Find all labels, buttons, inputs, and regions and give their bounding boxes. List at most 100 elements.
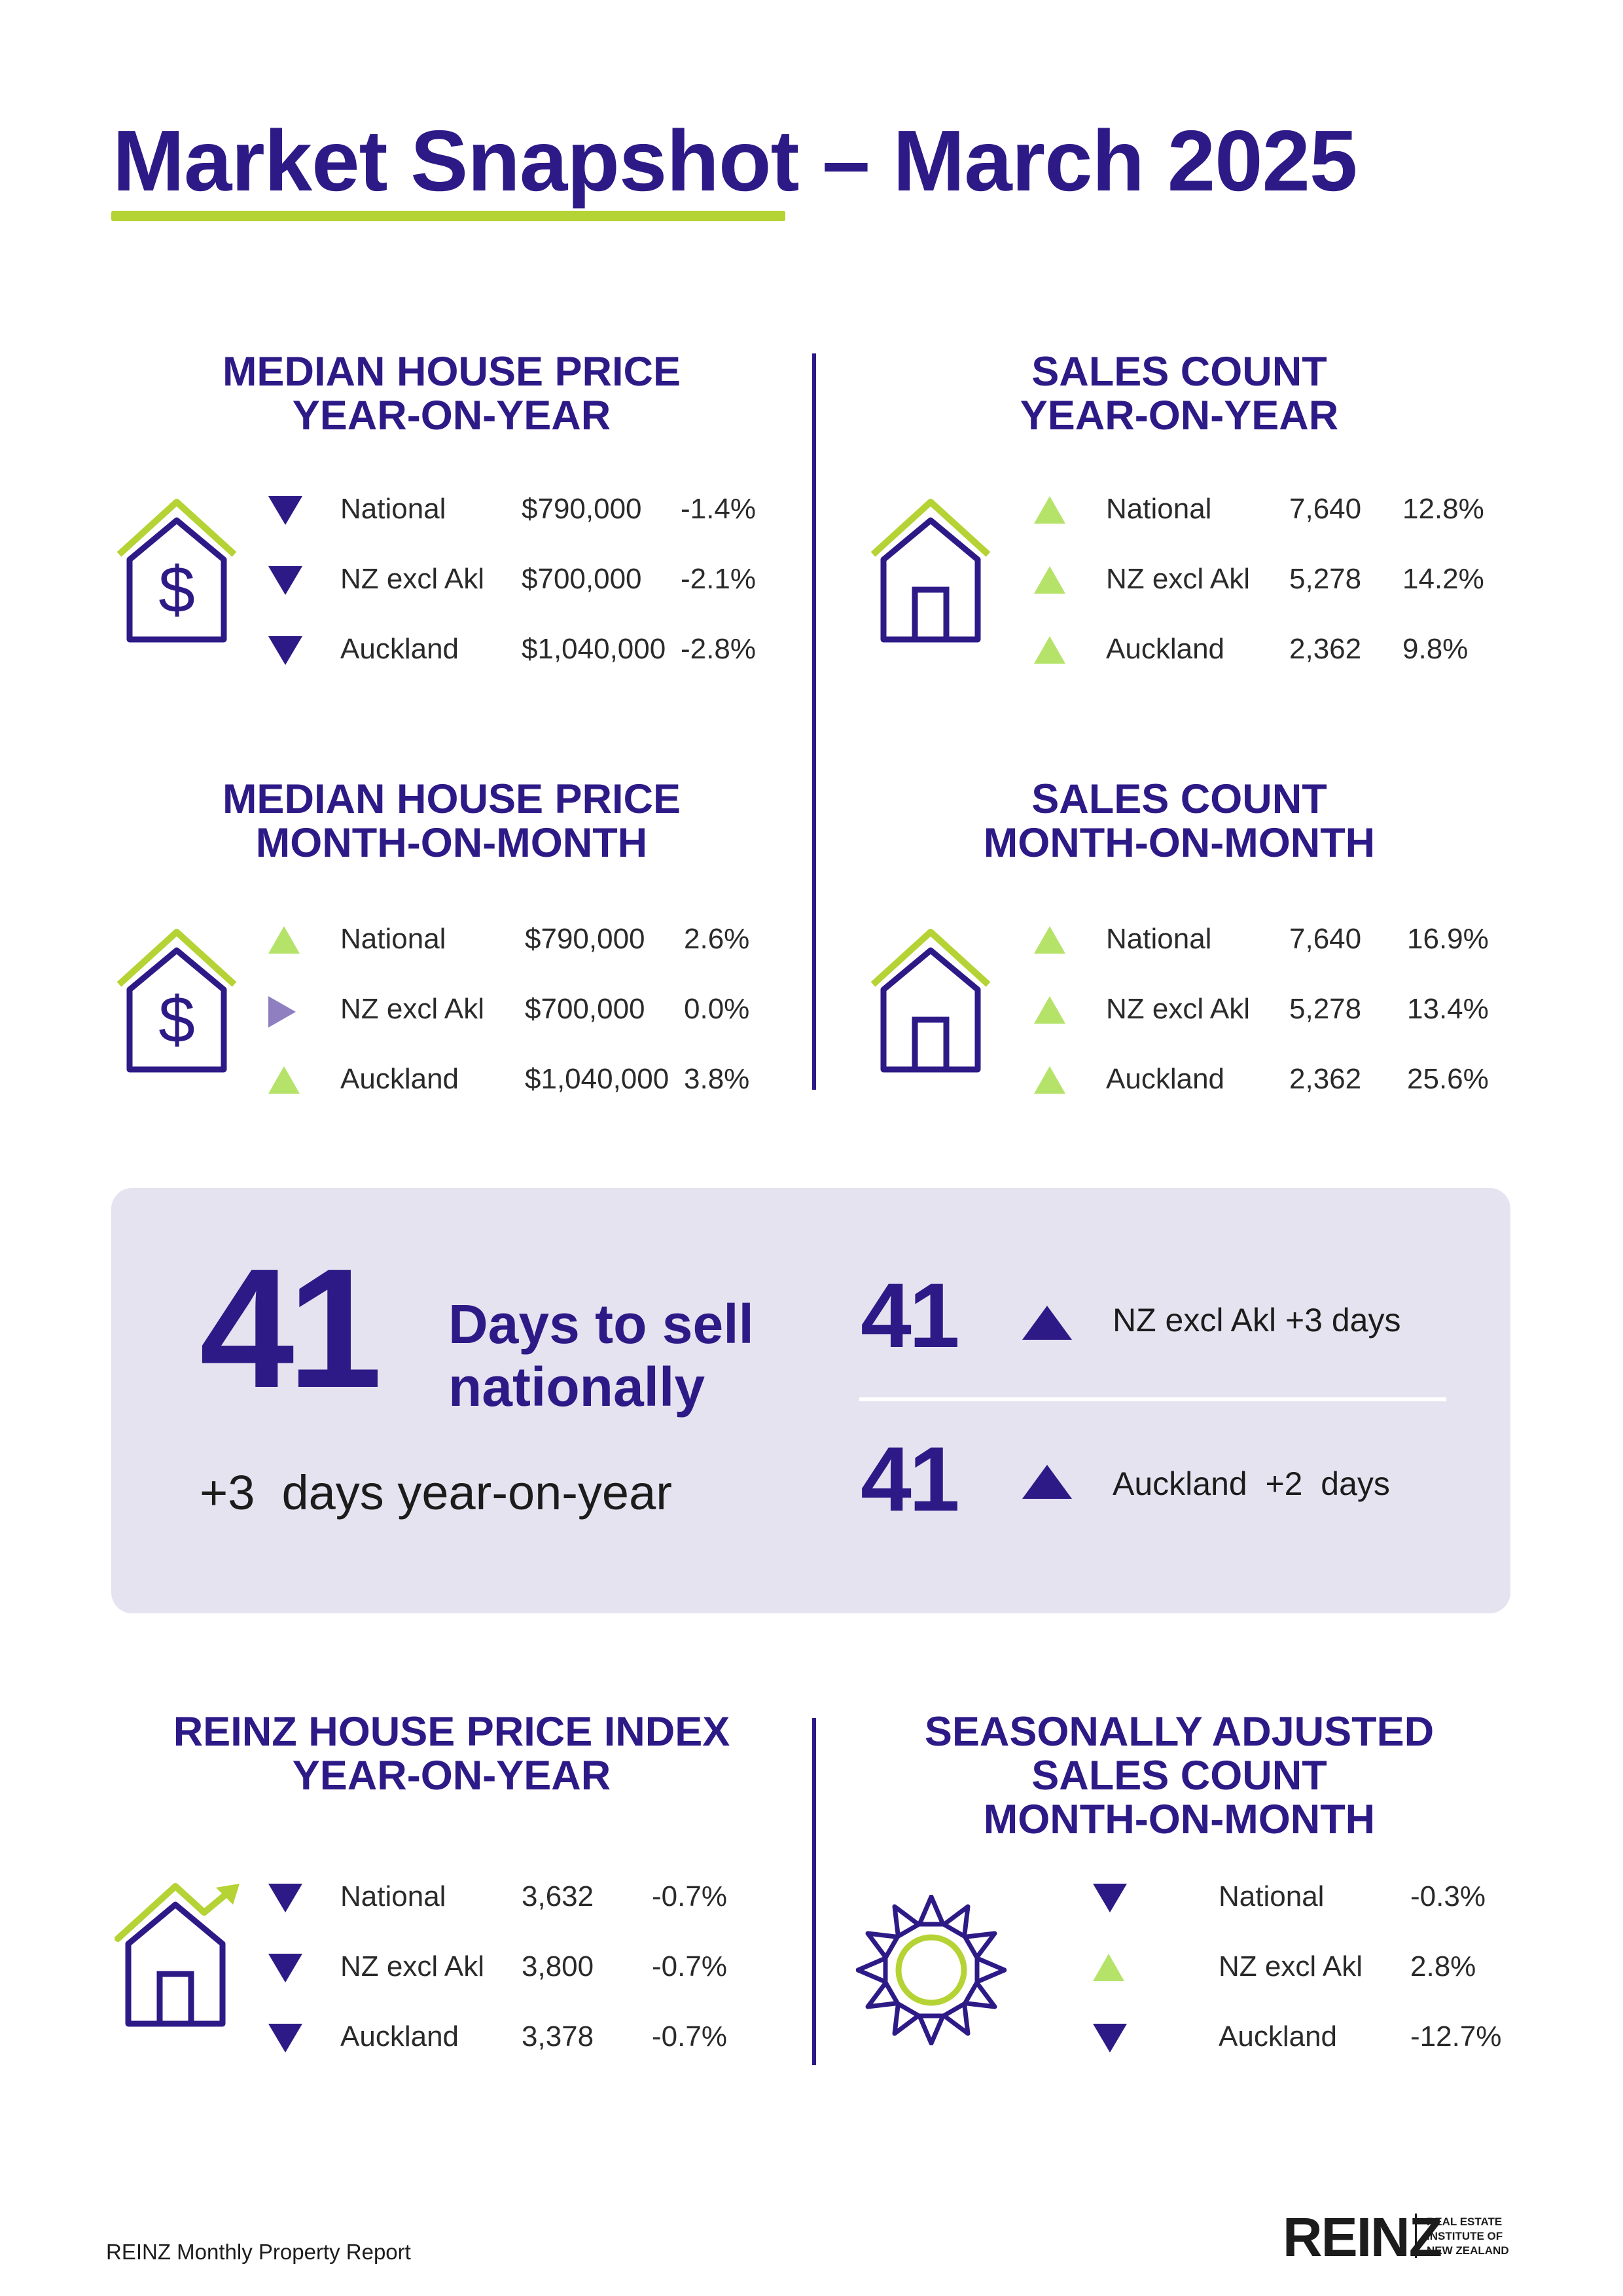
section-heading-price-yoy: MEDIAN HOUSE PRICE YEAR-ON-YEAR: [157, 350, 746, 438]
section-heading-hpi-yoy: REINZ HOUSE PRICE INDEX YEAR-ON-YEAR: [157, 1710, 746, 1798]
logo-subtitle-line: INSTITUTE OF: [1427, 2230, 1503, 2242]
stat-row: Auckland $1,040,000 3.8%: [0, 1060, 1623, 1099]
heading-line: YEAR-ON-YEAR: [292, 393, 611, 439]
change-text: 14.2%: [1402, 563, 1484, 595]
sun-ray: [856, 1956, 888, 1984]
value-text: 3,800: [522, 1950, 594, 1982]
change-text: -0.3%: [1410, 1880, 1486, 1912]
triangle-down-icon: [268, 1954, 302, 1982]
triangle-down-icon: [268, 636, 302, 665]
triangle-up-icon: [1034, 1066, 1065, 1094]
sun-icon: [856, 1895, 1007, 2045]
heading-line: MONTH-ON-MONTH: [983, 1797, 1376, 1842]
region-days-number: 41: [861, 1264, 960, 1367]
heading-line: SALES COUNT: [1031, 1753, 1327, 1799]
triangle-up-icon: [1022, 1465, 1072, 1499]
region-label: NZ excl Akl: [1106, 563, 1251, 595]
region-label: Auckland: [1219, 2020, 1338, 2053]
heading-line: MONTH-ON-MONTH: [255, 820, 648, 866]
region-label: Auckland: [1106, 1063, 1225, 1095]
heading-line: REINZ HOUSE PRICE INDEX: [173, 1709, 730, 1755]
change-text: -0.7%: [652, 1880, 727, 1912]
stat-row: National 7,640 16.9%: [0, 920, 1623, 959]
sun-ray: [917, 1895, 946, 1927]
triangle-down-icon: [268, 566, 302, 595]
region-days-label: Auckland +2 days: [1113, 1465, 1390, 1502]
stat-row: National 7,640 12.8%: [0, 490, 1623, 529]
heading-line: SALES COUNT: [1031, 776, 1327, 822]
change-text: 9.8%: [1402, 633, 1469, 665]
heading-line: MONTH-ON-MONTH: [983, 820, 1376, 866]
heading-line: YEAR-ON-YEAR: [292, 1753, 611, 1799]
region-label: National: [1106, 923, 1212, 955]
region-label: NZ excl Akl: [1219, 1950, 1363, 1982]
change-text: -1.4%: [681, 493, 756, 525]
region-label: Auckland: [340, 633, 459, 665]
value-text: $790,000: [525, 923, 645, 955]
region-label: National: [340, 1880, 446, 1912]
yoy-days-change: +3 days year-on-year: [200, 1465, 672, 1520]
stat-row: Auckland $1,040,000 -2.8%: [0, 630, 1623, 669]
report-name: REINZ Monthly Property Report: [106, 2240, 411, 2264]
triangle-down-icon: [268, 2024, 302, 2053]
change-text: -12.7%: [1410, 2020, 1502, 2053]
stat-row: National 3,632 -0.7%: [0, 1877, 1623, 1916]
section-heading-price-mom: MEDIAN HOUSE PRICE MONTH-ON-MONTH: [157, 778, 746, 865]
stat-row: Auckland 2,362 25.6%: [0, 1060, 1623, 1099]
value-text: 5,278: [1289, 563, 1362, 595]
triangle-up-icon: [1034, 996, 1065, 1024]
stat-row: Auckland 2,362 9.8%: [0, 630, 1623, 669]
heading-line: MEDIAN HOUSE PRICE: [222, 349, 681, 395]
value-text: $1,040,000: [525, 1063, 669, 1095]
triangle-up-icon: [1034, 636, 1065, 664]
heading-line: MEDIAN HOUSE PRICE: [222, 776, 681, 822]
triangle-up-icon: [1022, 1306, 1072, 1340]
svg-text:$: $: [158, 553, 195, 626]
days-to-sell-label: Days to sell nationally: [448, 1293, 754, 1418]
value-text: $700,000: [525, 993, 645, 1025]
logo-subtitle-line: REAL ESTATE: [1427, 2215, 1503, 2228]
triangle-up-icon: [268, 926, 300, 954]
value-text: $790,000: [522, 493, 642, 525]
house-dollar-icon: $: [116, 499, 237, 643]
value-text: 2,362: [1289, 633, 1362, 665]
sun-ray: [865, 1980, 900, 2009]
logo-divider: [1415, 2214, 1417, 2258]
logo-subtitle-line: NEW ZEALAND: [1427, 2244, 1509, 2257]
heading-line: YEAR-ON-YEAR: [1020, 393, 1339, 439]
triangle-up-icon: [1093, 1954, 1124, 1981]
house-icon: [870, 929, 991, 1073]
region-label: Auckland: [340, 2020, 459, 2053]
region-label: National: [1106, 493, 1212, 525]
triangle-down-icon: [268, 496, 302, 525]
region-label: NZ excl Akl: [340, 1950, 485, 1982]
change-text: 3.8%: [684, 1063, 750, 1095]
change-text: 25.6%: [1407, 1063, 1489, 1095]
title-underline: [111, 211, 785, 221]
change-text: 16.9%: [1407, 923, 1489, 955]
section-heading-seasonal-mom: SEASONALLY ADJUSTED SALES COUNT MONTH-ON…: [885, 1710, 1474, 1842]
house-icon: [870, 499, 991, 643]
section-heading-sales-mom: SALES COUNT MONTH-ON-MONTH: [885, 778, 1474, 865]
sun-ray: [963, 1931, 997, 1960]
value-text: 7,640: [1289, 493, 1362, 525]
stat-row: National $790,000 -1.4%: [0, 490, 1623, 529]
value-text: 3,378: [522, 2020, 594, 2053]
region-label: NZ excl Akl: [340, 563, 485, 595]
sun-ray: [892, 2001, 921, 2036]
triangle-down-icon: [1093, 2024, 1127, 2053]
sun-ray: [941, 2001, 971, 2036]
triangle-right-icon: [268, 996, 296, 1028]
stat-row: Auckland 3,378 -0.7%: [0, 2017, 1623, 2056]
region-days-label: NZ excl Akl +3 days: [1113, 1302, 1401, 1338]
triangle-up-icon: [1034, 926, 1065, 954]
house-dollar-icon: $: [116, 929, 237, 1073]
stat-row: NZ excl Akl 2.8%: [0, 1947, 1623, 1986]
page-title: Market Snapshot – March 2025: [113, 113, 1357, 209]
change-text: -2.1%: [681, 563, 756, 595]
change-text: 13.4%: [1407, 993, 1489, 1025]
heading-line: SEASONALLY ADJUSTED: [924, 1709, 1435, 1755]
sun-ray: [963, 1980, 997, 2009]
change-text: 12.8%: [1402, 493, 1484, 525]
change-text: 2.8%: [1410, 1950, 1476, 1982]
